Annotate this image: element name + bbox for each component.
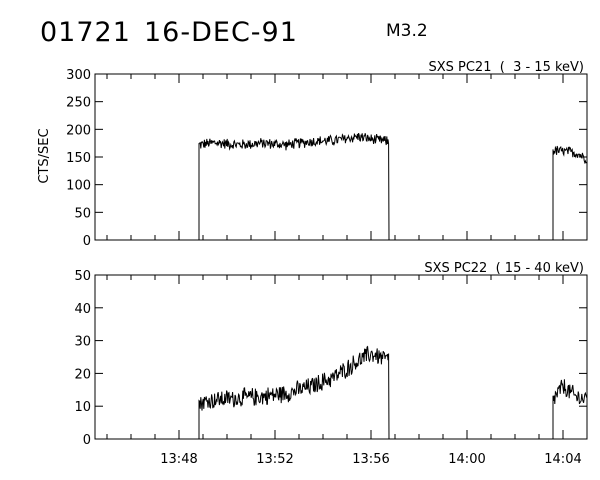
y-tick-label: 0: [83, 433, 91, 448]
x-tick-label: 13:48: [160, 452, 197, 467]
y-tick-label: 100: [66, 179, 91, 194]
flare-class: M3.2: [386, 21, 428, 41]
y-tick-label: 300: [66, 68, 91, 83]
panel-title-pc21: SXS PC21 ( 3 - 15 keV): [428, 60, 584, 75]
plot-frame-pc21: [94, 73, 588, 241]
panel-pc21: SXS PC21 ( 3 - 15 keV) CTS/SEC 0 50 100 150…: [37, 60, 588, 249]
y-tick-label: 50: [74, 269, 91, 284]
event-id: 01721: [40, 17, 131, 48]
y-tick-label: 200: [66, 123, 91, 138]
y-tick-label: 30: [74, 335, 91, 350]
y-axis-label: CTS/SEC: [37, 128, 52, 183]
trace-pc21: [198, 132, 587, 241]
y-tick-label: 20: [74, 367, 91, 382]
x-tick-label: 13:52: [256, 452, 293, 467]
x-tick-label: 13:56: [352, 452, 389, 467]
x-tick-label: 14:00: [448, 452, 485, 467]
y-tick-label: 150: [66, 151, 91, 166]
trace-pc22: [198, 345, 588, 440]
event-date: 16-DEC-91: [144, 17, 298, 48]
panel-title-pc22: SXS PC22 ( 15 - 40 keV): [424, 261, 584, 276]
y-tick-label: 250: [66, 96, 91, 111]
y-tick-label: 10: [74, 400, 91, 415]
y-tick-label: 40: [74, 302, 91, 317]
y-tick-label: 50: [74, 206, 91, 221]
panel-pc22: SXS PC22 ( 15 - 40 keV) 0 10 20 30 40 50 13:4…: [74, 261, 588, 467]
x-tick-label: 14:04: [544, 452, 581, 467]
plot-frame-pc22: [94, 274, 588, 440]
y-tick-label: 0: [83, 234, 91, 249]
